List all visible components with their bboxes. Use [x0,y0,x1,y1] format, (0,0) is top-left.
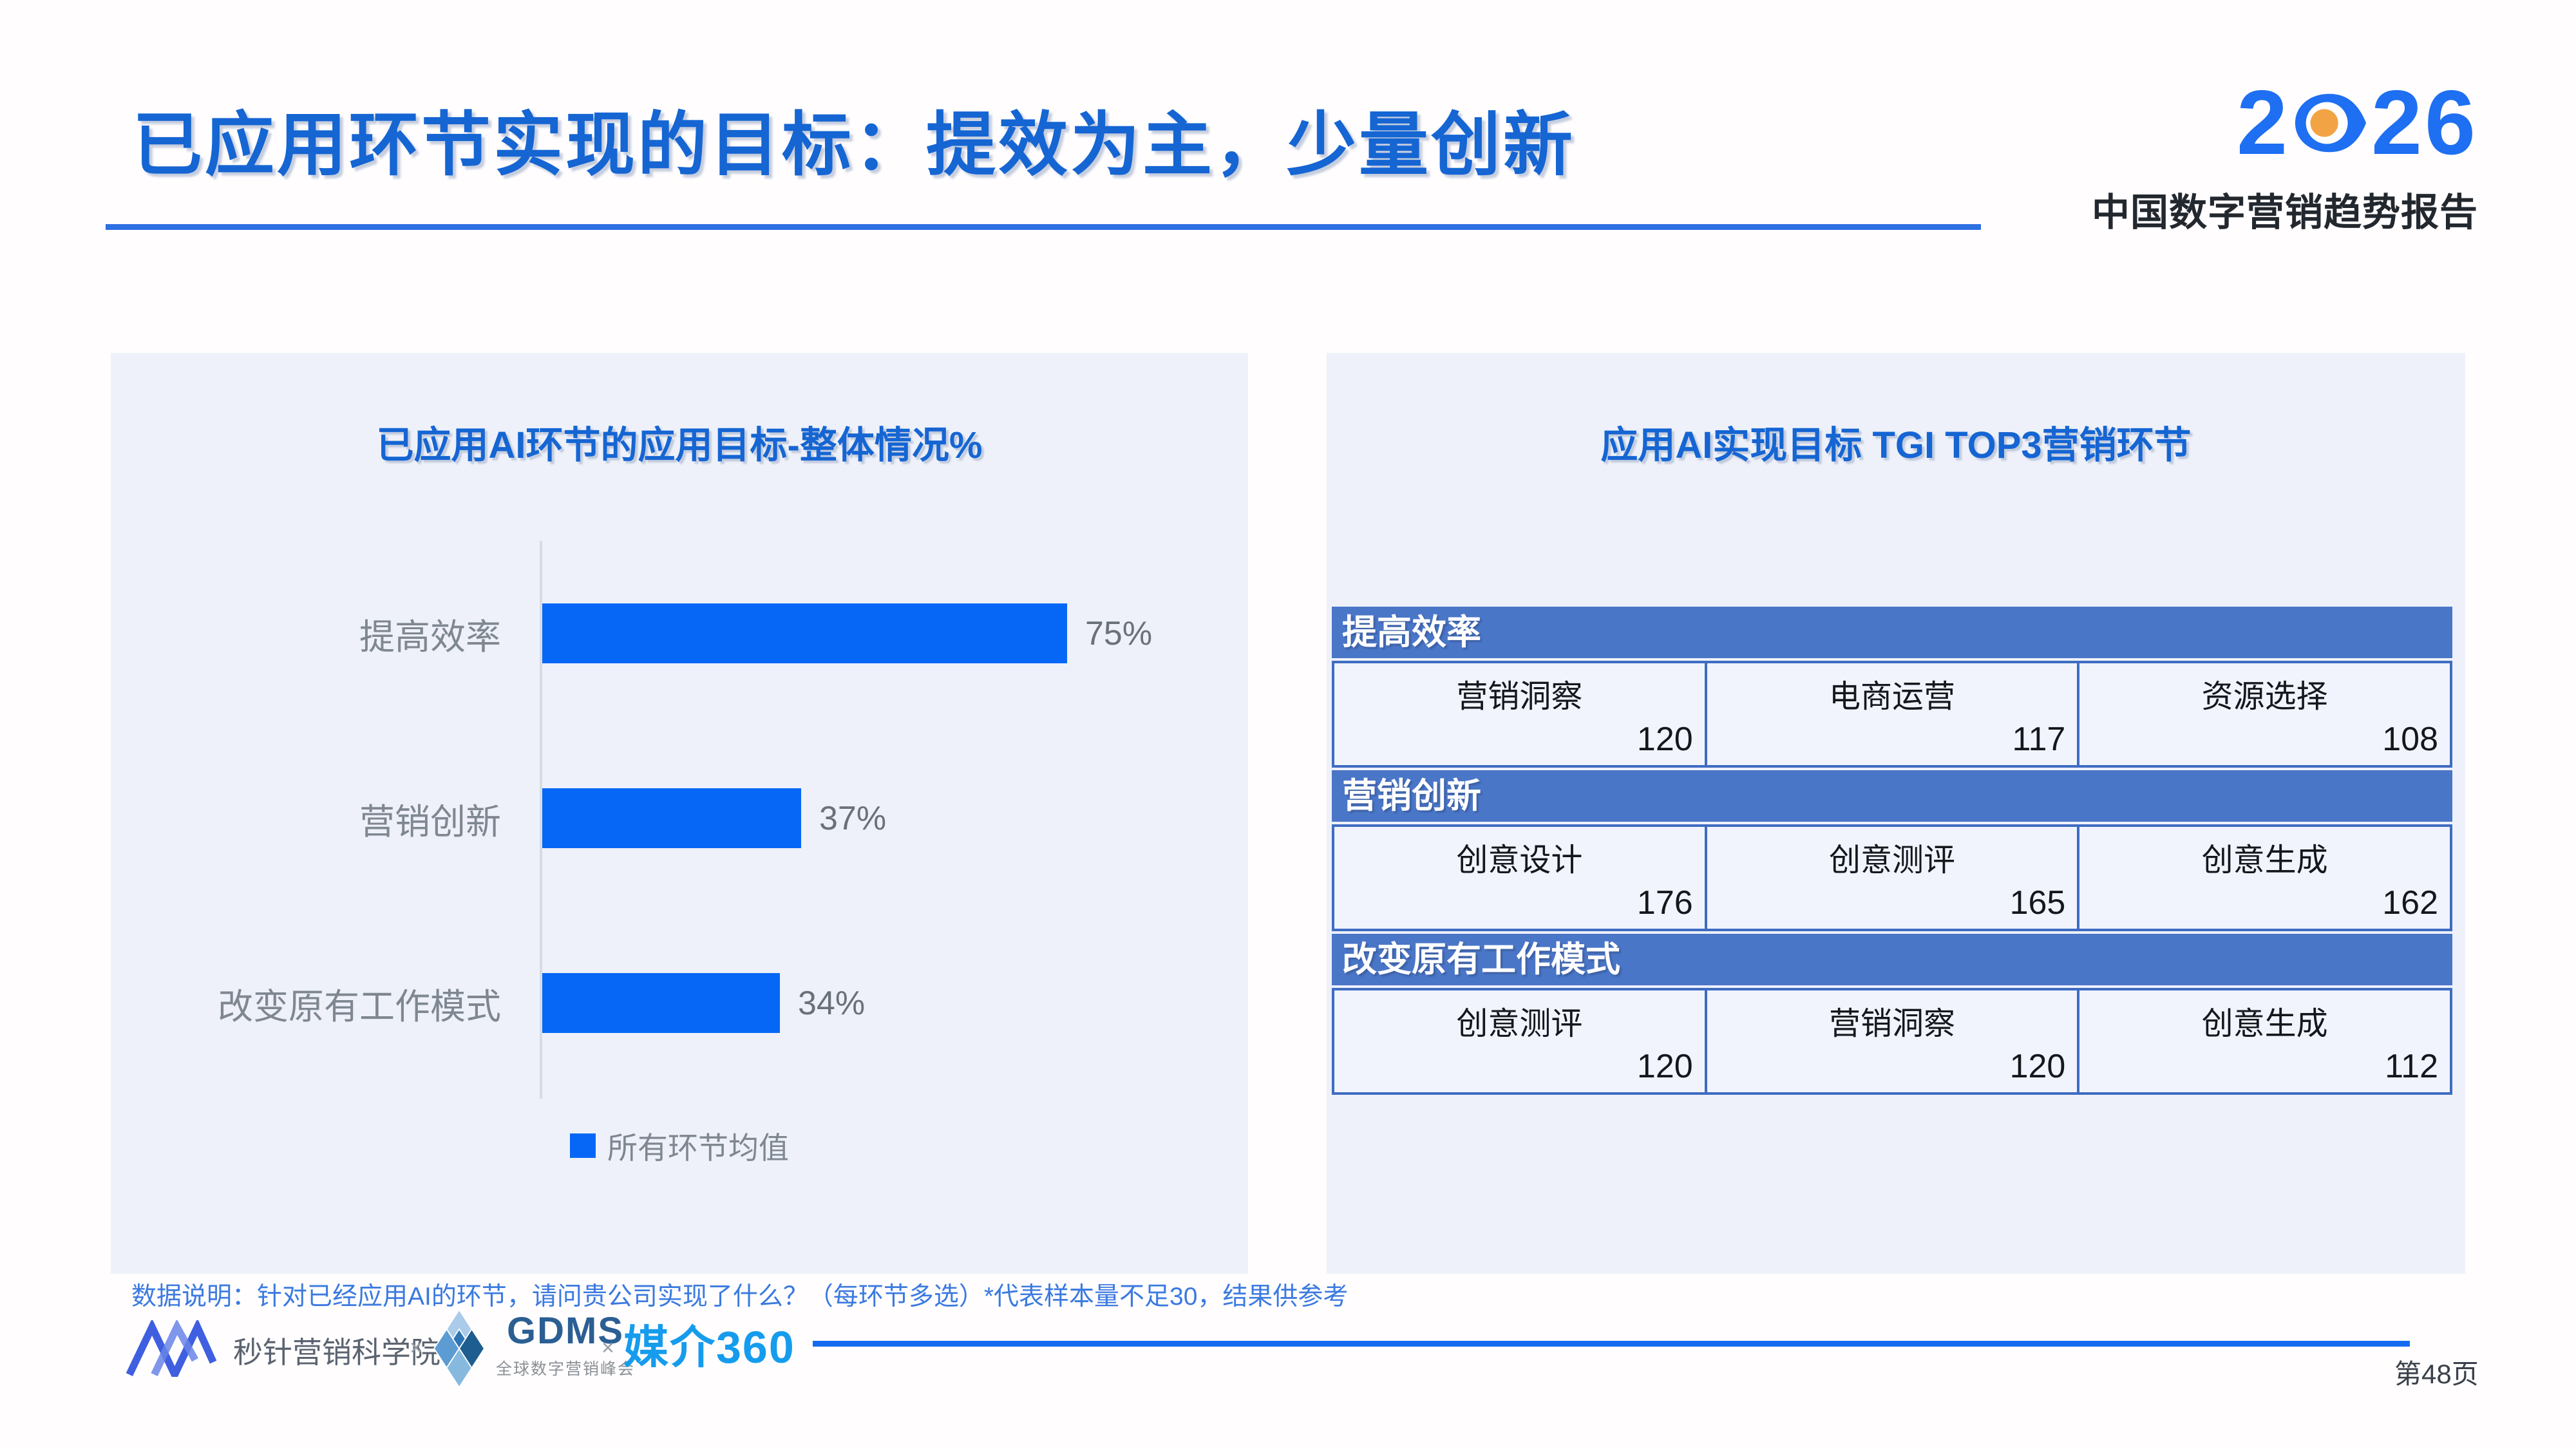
tgi-cell: 创意测评 165 [1707,824,2080,931]
chart-legend: 所有环节均值 [111,1123,1248,1168]
tgi-cell-label: 创意设计 [1456,843,1583,878]
data-note: 数据说明：针对已经应用AI的环节，请问贵公司实现了什么？（每环节多选）*代表样本… [131,1283,1349,1311]
bar-chart-panel: 已应用AI环节的应用目标-整体情况% 提高效率 75% 营销创新 37% 改变原有工作模… [111,353,1248,1274]
tgi-section-header: 营销创新 [1332,770,2452,822]
tgi-cell-label: 电商运营 [1829,679,1956,714]
gdms-logo-icon [433,1309,486,1388]
bar-chart-title: 已应用AI环节的应用目标-整体情况% [376,424,983,466]
tgi-table-panel: 应用AI实现目标 TGI TOP3营销环节 提高效率营销洞察 120 电商运营 117… [1327,353,2465,1274]
footer-separator-1: × [410,1336,422,1360]
brand-subtitle: 中国数字营销趋势报告 [2091,191,2478,234]
tgi-cell-value: 162 [2382,884,2439,922]
tgi-cell-value: 120 [2009,1048,2066,1085]
tgi-row: 营销洞察 120 电商运营 117 资源选择 108 [1332,661,2453,768]
tgi-table-title: 应用AI实现目标 TGI TOP3营销环节 [1600,424,2192,466]
bar [542,788,801,848]
tgi-section-header: 提高效率 [1332,607,2452,658]
tgi-cell-value: 165 [2009,884,2066,922]
bar [542,973,780,1033]
tgi-cell: 营销洞察 120 [1707,988,2080,1095]
page-number: 第48页 [2394,1359,2479,1389]
tgi-cell: 创意生成 112 [2079,988,2453,1095]
footer-separator-2: × [601,1336,614,1360]
partner-miaozhen-label: 秒针营销科学院 [233,1336,440,1369]
tgi-cell-value: 112 [2385,1048,2439,1085]
brand-year-suffix: 26 [2371,71,2478,174]
eye-icon [2295,93,2367,153]
tgi-cell-value: 176 [1636,884,1693,922]
brand-year: 2 26 [2092,77,2478,169]
tgi-cell-label: 创意测评 [1829,843,1956,878]
bar-row: 提高效率 75% [111,541,1248,726]
tgi-cell: 创意测评 120 [1332,988,1707,1095]
footer-divider-line [813,1341,2410,1347]
tgi-table: 提高效率营销洞察 120 电商运营 117 资源选择 108 营销创新创意设计 176 创意测评… [1332,607,2453,1095]
legend-label: 所有环节均值 [607,1131,789,1165]
tgi-cell: 营销洞察 120 [1332,661,1707,768]
legend-swatch-icon [570,1133,596,1158]
bar-row: 改变原有工作模式 34% [111,911,1248,1095]
bar-value-label: 75% [1085,614,1153,652]
tgi-cell-value: 120 [1636,1048,1693,1085]
miaozhen-logo-icon [126,1320,217,1377]
brand-year-prefix: 2 [2237,71,2291,174]
page-title: 已应用环节实现的目标：提效为主，少量创新 [133,106,1576,184]
bar-chart-plot: 提高效率 75% 营销创新 37% 改变原有工作模式 34% [111,353,1248,1274]
bar-category-label: 改变原有工作模式 [217,986,501,1027]
tgi-row: 创意测评 120 营销洞察 120 创意生成 112 [1332,988,2453,1095]
tgi-cell-label: 营销洞察 [1829,1007,1956,1041]
gdms-sublabel: 全球数字营销峰会 [496,1360,636,1378]
brand-block: 2 26 中国数字营销趋势报告 [2092,77,2478,236]
partner-gdms-block: GDMS 全球数字营销峰会 [496,1312,635,1379]
gdms-label: GDMS [507,1310,624,1352]
bar-value-label: 34% [798,984,866,1022]
tgi-cell-label: 创意测评 [1456,1007,1583,1041]
tgi-cell-value: 117 [2012,721,2066,758]
bar-category-label: 营销创新 [359,801,501,842]
tgi-cell: 创意生成 162 [2079,824,2453,931]
tgi-cell-value: 120 [1636,721,1693,758]
tgi-cell-label: 创意生成 [2201,843,2328,878]
tgi-cell: 资源选择 108 [2079,661,2453,768]
bar-value-label: 37% [819,799,887,837]
tgi-cell: 创意设计 176 [1332,824,1707,931]
tgi-row: 创意设计 176 创意测评 165 创意生成 162 [1332,824,2453,931]
tgi-section-header: 改变原有工作模式 [1332,934,2452,985]
bar-category-label: 提高效率 [359,616,501,657]
tgi-cell: 电商运营 117 [1707,661,2080,768]
tgi-cell-value: 108 [2382,721,2439,758]
tgi-cell-label: 营销洞察 [1456,679,1583,714]
bar-row: 营销创新 37% [111,726,1248,911]
partner-media360-label: 媒介360 [623,1322,795,1372]
bar [542,603,1067,663]
tgi-cell-label: 创意生成 [2201,1007,2328,1041]
title-underline [106,224,1981,230]
tgi-cell-label: 资源选择 [2201,679,2328,714]
y-axis-line [540,541,542,1099]
